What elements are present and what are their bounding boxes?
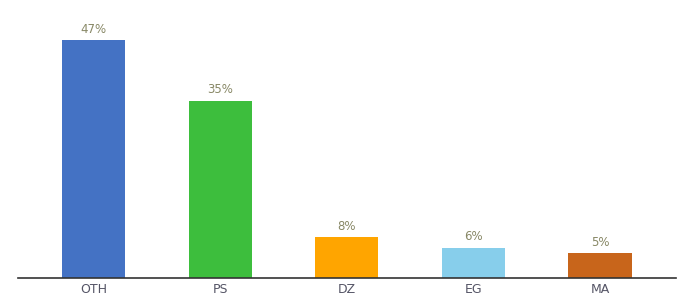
Text: 47%: 47% (81, 22, 107, 36)
Text: 8%: 8% (337, 220, 356, 233)
Bar (315, 237, 379, 278)
Text: 35%: 35% (207, 83, 233, 96)
Text: 6%: 6% (464, 230, 483, 244)
Text: 5%: 5% (591, 236, 609, 249)
Bar (568, 253, 632, 278)
Bar (62, 40, 125, 278)
Bar (188, 100, 252, 278)
Bar (442, 248, 505, 278)
